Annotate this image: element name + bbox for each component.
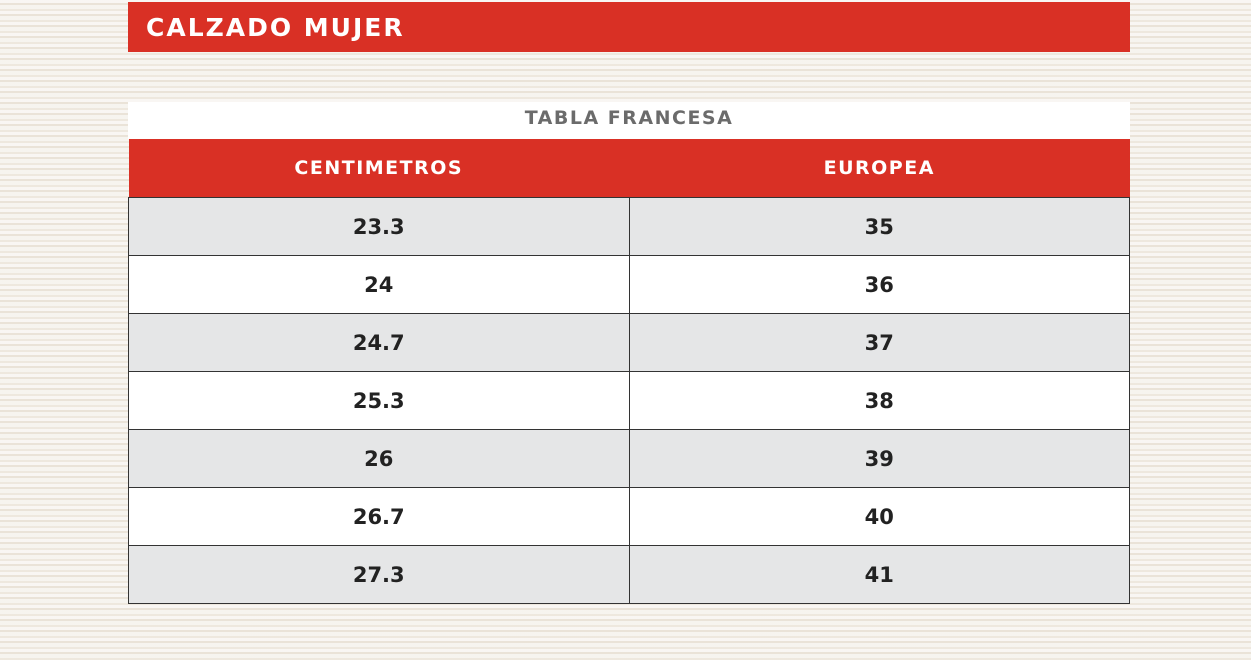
cell-centimetros: 25.3 xyxy=(128,371,630,430)
column-header-centimetros: CENTIMETROS xyxy=(128,139,629,198)
table-row: 27.3 41 xyxy=(128,545,1130,604)
cell-europea: 39 xyxy=(628,429,1130,488)
cell-europea: 40 xyxy=(628,487,1130,546)
table-row: 26 39 xyxy=(128,429,1130,488)
cell-centimetros: 24.7 xyxy=(128,313,630,372)
page-title: CALZADO MUJER xyxy=(146,13,405,42)
table-row: 25.3 38 xyxy=(128,371,1130,430)
table-row: 26.7 40 xyxy=(128,487,1130,546)
table-row: 23.3 35 xyxy=(128,197,1130,256)
size-table: CENTIMETROS EUROPEA 23.3 35 24 36 24.7 37 25.3… xyxy=(128,139,1130,604)
cell-europea: 41 xyxy=(628,545,1130,604)
header-banner: CALZADO MUJER xyxy=(128,2,1130,52)
cell-europea: 35 xyxy=(628,197,1130,256)
cell-centimetros: 24 xyxy=(128,255,630,314)
cell-centimetros: 23.3 xyxy=(128,197,630,256)
cell-europea: 36 xyxy=(628,255,1130,314)
cell-europea: 38 xyxy=(628,371,1130,430)
cell-centimetros: 26 xyxy=(128,429,630,488)
cell-europea: 37 xyxy=(628,313,1130,372)
cell-centimetros: 27.3 xyxy=(128,545,630,604)
cell-centimetros: 26.7 xyxy=(128,487,630,546)
table-row: 24.7 37 xyxy=(128,313,1130,372)
column-header-europea: EUROPEA xyxy=(629,139,1130,198)
table-row: 24 36 xyxy=(128,255,1130,314)
table-title: TABLA FRANCESA xyxy=(128,102,1130,139)
